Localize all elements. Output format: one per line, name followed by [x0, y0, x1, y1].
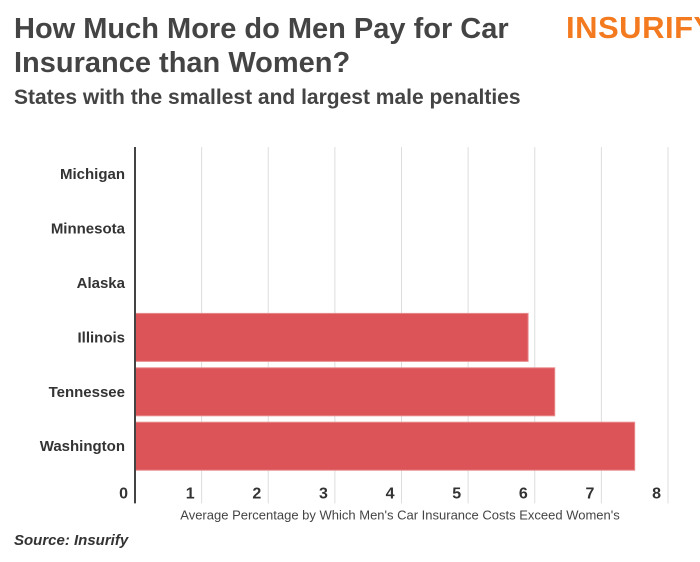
x-tick-label: 8 [652, 485, 661, 502]
category-label: Illinois [77, 329, 125, 346]
x-axis-label: Average Percentage by Which Men's Car In… [180, 507, 620, 522]
insurify-logo: INSURIFY [566, 10, 700, 45]
chart-subtitle: States with the smallest and largest mal… [14, 86, 521, 109]
x-tick-label: 6 [519, 485, 528, 502]
x-tick-label: 0 [119, 485, 128, 502]
category-label: Minnesota [51, 221, 126, 238]
x-tick-label: 3 [319, 485, 328, 502]
bar-washington [134, 421, 636, 471]
category-label: Alaska [77, 275, 126, 292]
x-tick-label: 7 [585, 485, 594, 502]
x-tick-label: 1 [186, 485, 195, 502]
source-note: Source: Insurify [14, 532, 129, 549]
x-tick-label: 2 [252, 485, 261, 502]
chart-title: How Much More do Men Pay for Car Insuran… [14, 13, 509, 79]
x-tick-label: 5 [452, 485, 461, 502]
bar-tennessee [134, 367, 556, 417]
category-label: Washington [40, 438, 125, 455]
category-label: Michigan [60, 166, 125, 183]
category-label: Tennessee [49, 384, 125, 401]
x-tick-label: 4 [386, 485, 395, 502]
bar-illinois [134, 312, 529, 362]
